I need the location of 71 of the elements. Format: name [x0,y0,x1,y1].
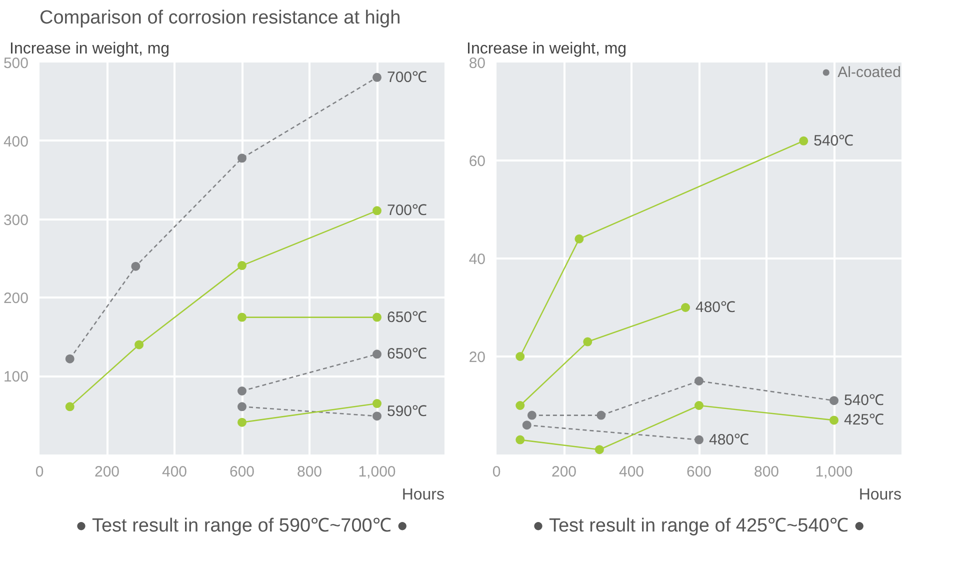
point [372,206,382,216]
y-axis-title: Increase in weight, mg [10,40,170,58]
point [238,154,246,163]
x-tick-label: 1,000 [358,464,396,480]
point [830,396,838,406]
point [694,401,704,410]
x-tick-label: 200 [94,464,120,480]
annotation: 425℃ [844,412,884,429]
x-axis-title: Hours [402,486,445,504]
annotation: 480℃ [696,299,736,316]
x-tick-label: 400 [618,464,644,480]
annotation: 700℃ [387,68,428,86]
point [372,312,382,322]
x-tick-label: 1,000 [815,464,853,480]
text: ● Test result in range of 590℃~700℃ ● [76,516,408,536]
point [65,402,74,412]
point [516,401,525,410]
point [516,435,525,444]
chart-title: Comparison of corrosion resistance at high [40,8,401,28]
y-axis-title: Increase in weight, mg [466,40,627,58]
point [238,402,246,412]
x-tick-label: 600 [229,464,255,480]
x-tick-label: 400 [162,464,188,480]
point [594,445,604,454]
point [238,261,246,270]
x-tick-label: 600 [686,464,712,480]
point [134,340,144,350]
annotation: 540℃ [814,132,854,150]
x-tick-label: 0 [492,464,501,480]
point [522,420,532,430]
point [372,412,382,421]
point [372,350,382,359]
x-tick-label: 800 [296,464,322,480]
x-axis-title: Hours [858,486,902,504]
annotation: 700℃ [387,202,428,220]
point [131,262,140,271]
legend-label: Al-coated [838,64,901,80]
annotation: 650℃ [387,346,428,363]
point [574,234,584,244]
point [238,386,246,396]
annotation: 480℃ [709,431,750,448]
x-tick-label: 0 [35,464,44,480]
point [681,303,690,312]
point [527,410,536,420]
point [65,354,74,364]
y-tick-label: 500 [3,55,29,72]
y-tick-label: 100 [3,368,29,386]
y-tick-label: 60 [468,153,486,170]
point [694,435,704,444]
annotation: 590℃ [387,402,428,420]
point [372,399,382,408]
y-tick-label: 200 [3,290,29,308]
y-tick-label: 80 [468,55,486,72]
point [238,312,246,322]
annotation: 650℃ [387,308,428,326]
text: ● Test result in range of 425℃~540℃ ● [532,516,866,536]
y-tick-label: 20 [468,349,486,366]
point [799,136,808,146]
annotation: 540℃ [844,392,884,410]
point [596,410,606,420]
y-tick-label: 400 [3,133,29,150]
point [238,418,246,427]
y-tick-label: 40 [468,251,486,268]
point [830,416,838,425]
point [516,352,525,361]
point [583,337,592,346]
y-tick-label: 300 [3,212,29,229]
x-tick-label: 800 [754,464,780,480]
point [694,376,704,386]
x-tick-label: 200 [551,464,577,480]
point [372,72,382,82]
